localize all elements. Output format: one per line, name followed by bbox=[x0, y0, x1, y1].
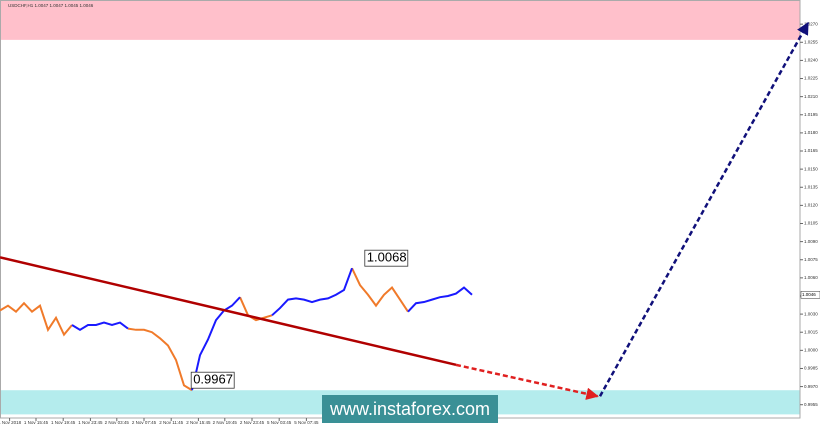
x-tick-label: 1 Nov 15:45 bbox=[24, 420, 49, 425]
x-tick-label: 1 Nov 19:45 bbox=[51, 420, 76, 425]
y-tick-label: 1.0180 bbox=[804, 130, 818, 135]
y-tick-label: 1.0120 bbox=[804, 203, 818, 208]
y-tick-label: 1.0075 bbox=[804, 257, 818, 262]
y-tick-label: 0.9955 bbox=[804, 402, 818, 407]
annotation-box bbox=[190, 371, 235, 389]
y-tick-label: 1.0195 bbox=[804, 112, 818, 117]
y-tick-label: 1.0090 bbox=[804, 239, 818, 244]
y-tick-label: 1.0060 bbox=[804, 275, 818, 280]
forecast-arrow bbox=[455, 363, 599, 400]
y-tick-label: 1.0240 bbox=[804, 58, 818, 63]
price-annotation: 0.9967 bbox=[190, 371, 235, 389]
watermark-text: www.instaforex.com bbox=[329, 399, 490, 419]
x-tick-label: 2 Nov 15:45 bbox=[186, 420, 211, 425]
y-tick-label: 1.0015 bbox=[804, 329, 818, 334]
forecast-arrow bbox=[598, 21, 810, 397]
x-tick-label: 5 Nov 03:45 bbox=[267, 420, 292, 425]
watermark-box bbox=[322, 395, 498, 423]
y-tick-label: 1.0135 bbox=[804, 184, 818, 189]
y-tick-label: 1.0150 bbox=[804, 166, 818, 171]
annotation-text: 1.0068 bbox=[367, 250, 407, 265]
last-price-label: 1.0046 bbox=[802, 292, 816, 297]
y-tick-label: 1.0255 bbox=[804, 39, 818, 44]
y-tick-label: 0.9985 bbox=[804, 366, 818, 371]
price-annotation: 1.0068 bbox=[364, 249, 409, 267]
trend-line bbox=[0, 256, 457, 367]
y-tick-label: 1.0000 bbox=[804, 348, 818, 353]
y-tick-label: 0.9970 bbox=[804, 384, 818, 389]
x-tick-label: 1 Nov 2018 bbox=[0, 420, 22, 425]
y-tick-label: 1.0210 bbox=[804, 94, 818, 99]
price-line bbox=[0, 267, 409, 392]
y-tick-label: 1.0165 bbox=[804, 148, 818, 153]
annotation-text: 0.9967 bbox=[193, 372, 233, 387]
y-tick-label: 1.0225 bbox=[804, 76, 818, 81]
chart-title: USDCHF,H1 1.0047 1.0047 1.0045 1.0046 bbox=[8, 3, 94, 8]
x-tick-label: 2 Nov 07:45 bbox=[132, 420, 157, 425]
x-tick-label: 2 Nov 03:45 bbox=[105, 420, 130, 425]
x-tick-label: 2 Nov 11:45 bbox=[159, 420, 183, 425]
last-price-box bbox=[800, 291, 820, 299]
y-tick-label: 1.0105 bbox=[804, 221, 818, 226]
y-tick-label: 1.0270 bbox=[804, 21, 818, 26]
x-tick-label: 2 Nov 19:45 bbox=[213, 420, 238, 425]
x-tick-label: 5 Nov 07:45 bbox=[294, 420, 319, 425]
price-line bbox=[71, 267, 473, 391]
x-tick-label: 1 Nov 23:45 bbox=[78, 420, 103, 425]
y-tick-label: 1.0030 bbox=[804, 311, 818, 316]
x-tick-label: 2 Nov 23:45 bbox=[240, 420, 265, 425]
target-zone bbox=[0, 0, 800, 40]
annotation-box bbox=[364, 249, 409, 267]
